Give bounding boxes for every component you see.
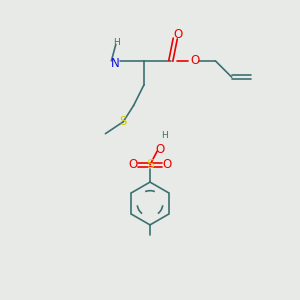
Text: O: O xyxy=(174,28,183,41)
Text: O: O xyxy=(155,143,164,156)
Text: O: O xyxy=(190,54,199,67)
Text: O: O xyxy=(128,158,138,171)
Text: N: N xyxy=(111,57,119,70)
Text: H: H xyxy=(161,130,168,140)
Text: S: S xyxy=(119,115,126,128)
Text: S: S xyxy=(146,158,154,171)
Text: O: O xyxy=(162,158,172,171)
Text: H: H xyxy=(113,38,120,46)
